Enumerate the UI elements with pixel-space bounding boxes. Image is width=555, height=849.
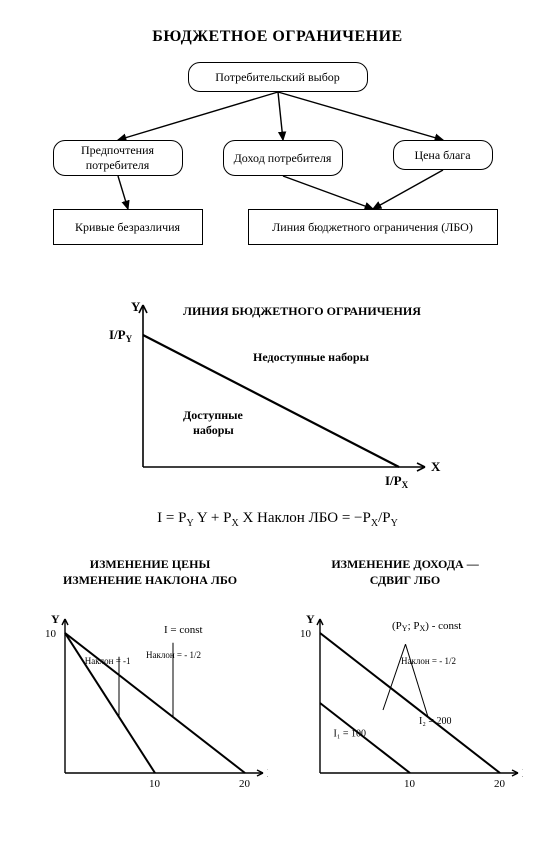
- fc-node-lbo: Линия бюджетного ограничения (ЛБО): [248, 209, 498, 245]
- svg-text:Наклон = - 1/2: Наклон = - 1/2: [146, 650, 201, 660]
- svg-text:10: 10: [300, 628, 312, 640]
- svg-text:20: 20: [494, 778, 506, 790]
- svg-text:Недоступные наборы: Недоступные наборы: [253, 350, 370, 364]
- svg-text:X: X: [431, 459, 441, 474]
- svg-text:Наклон = - 1/2: Наклон = - 1/2: [401, 656, 456, 666]
- svg-text:I = const: I = const: [164, 624, 203, 636]
- svg-text:I/PY: I/PY: [109, 327, 133, 344]
- svg-text:I₂ = 200: I₂ = 200: [419, 716, 451, 727]
- income-change-svg: Y X 10 10 20 (PY; PX) - const Наклон = - 1/2 I₁…: [288, 588, 523, 798]
- svg-text:X: X: [522, 766, 523, 780]
- svg-text:ЛИНИЯ БЮДЖЕТНОГО ОГРАНИЧЕНИЯ: ЛИНИЯ БЮДЖЕТНОГО ОГРАНИЧЕНИЯ: [183, 304, 421, 318]
- lbo-chart: Y X ЛИНИЯ БЮДЖЕТНОГО ОГРАНИЧЕНИЯ I/PY I/PX Не…: [83, 272, 473, 502]
- equation: I = PY Y + PX X Наклон ЛБО = −PX/PY: [0, 510, 555, 529]
- income-change-title-l2: СДВИГ ЛБО: [370, 573, 440, 587]
- svg-text:Доступные: Доступные: [183, 408, 244, 422]
- svg-text:Y: Y: [131, 299, 141, 314]
- svg-text:I₁ = 100: I₁ = 100: [333, 729, 365, 740]
- svg-text:20: 20: [239, 778, 251, 790]
- flowchart: Потребительский выбор Предпочтения потреб…: [43, 56, 513, 266]
- price-change-chart: ИЗМЕНЕНИЕ ЦЕНЫ ИЗМЕНЕНИЕ НАКЛОНА ЛБО Y X 1…: [33, 557, 268, 798]
- svg-text:I/PX: I/PX: [385, 473, 409, 490]
- fc-node-pref: Предпочтения потребителя: [53, 140, 183, 176]
- svg-text:(PY; PX) - const: (PY; PX) - const: [392, 620, 461, 633]
- bottom-row: ИЗМЕНЕНИЕ ЦЕНЫ ИЗМЕНЕНИЕ НАКЛОНА ЛБО Y X 1…: [33, 557, 523, 798]
- price-change-title-l1: ИЗМЕНЕНИЕ ЦЕНЫ: [90, 557, 210, 571]
- page-title: БЮДЖЕТНОЕ ОГРАНИЧЕНИЕ: [0, 0, 555, 46]
- income-change-title-l1: ИЗМЕНЕНИЕ ДОХОДА —: [331, 557, 478, 571]
- price-change-title-l2: ИЗМЕНЕНИЕ НАКЛОНА ЛБО: [63, 573, 237, 587]
- svg-text:10: 10: [404, 778, 416, 790]
- fc-node-income: Доход потребителя: [223, 140, 343, 176]
- svg-text:Y: Y: [51, 612, 60, 626]
- lbo-chart-svg: Y X ЛИНИЯ БЮДЖЕТНОГО ОГРАНИЧЕНИЯ I/PY I/PX Не…: [83, 272, 473, 502]
- svg-text:X: X: [267, 766, 268, 780]
- svg-text:10: 10: [45, 628, 57, 640]
- svg-text:10: 10: [149, 778, 161, 790]
- income-change-chart: ИЗМЕНЕНИЕ ДОХОДА — СДВИГ ЛБО Y X 10 10 20 (PY…: [288, 557, 523, 798]
- svg-text:Y: Y: [306, 612, 315, 626]
- fc-node-indiff: Кривые безразличия: [53, 209, 203, 245]
- svg-text:наборы: наборы: [193, 423, 234, 437]
- svg-text:Наклон = -1: Наклон = -1: [84, 656, 130, 666]
- fc-node-root: Потребительский выбор: [188, 62, 368, 92]
- price-change-svg: Y X 10 10 20 I = const Наклон = -1 Наклон = - 1…: [33, 588, 268, 798]
- fc-node-price: Цена блага: [393, 140, 493, 170]
